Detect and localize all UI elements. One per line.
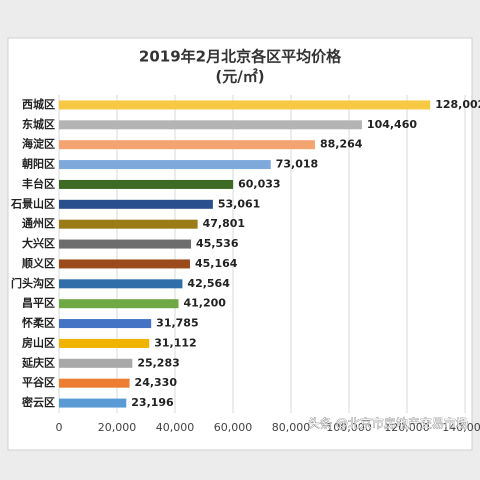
- data-label: 31,785: [156, 317, 198, 330]
- y-tick-label: 朝阳区: [22, 157, 55, 171]
- bar: [59, 179, 234, 189]
- data-label: 53,061: [218, 197, 260, 210]
- data-label: 45,164: [195, 257, 238, 270]
- data-label: 42,564: [187, 277, 230, 290]
- y-tick-label: 海淀区: [22, 137, 55, 151]
- x-tick-label: 120,000: [384, 421, 430, 434]
- x-tick-label: 140,000: [442, 421, 480, 434]
- y-tick-label: 大兴区: [22, 236, 55, 250]
- bar: [59, 358, 133, 368]
- y-tick-label: 丰台区: [22, 176, 55, 190]
- bar: [59, 398, 127, 408]
- data-label: 73,018: [276, 158, 318, 171]
- data-label: 25,283: [137, 356, 179, 369]
- x-tick-label: 0: [56, 421, 63, 434]
- bar: [59, 279, 183, 289]
- y-tick-label: 怀柔区: [22, 316, 55, 330]
- data-label: 45,536: [196, 237, 239, 250]
- data-label: 23,196: [131, 396, 174, 409]
- data-label: 47,801: [203, 217, 245, 230]
- x-tick-label: 20,000: [98, 421, 137, 434]
- data-label: 24,330: [135, 376, 178, 389]
- y-tick-label: 密云区: [22, 395, 55, 409]
- bar: [59, 299, 179, 309]
- bar: [59, 219, 198, 229]
- bar: [59, 378, 130, 388]
- y-tick-label: 昌平区: [22, 297, 55, 310]
- chart-subtitle: (元/㎡): [215, 68, 264, 86]
- bar: [59, 319, 152, 329]
- bar: [59, 239, 192, 249]
- data-label: 60,033: [238, 177, 280, 190]
- y-tick-label: 门头沟区: [11, 276, 55, 290]
- x-tick-label: 100,000: [326, 421, 372, 434]
- data-label: 88,264: [320, 138, 363, 151]
- data-label: 104,460: [367, 118, 417, 131]
- y-tick-label: 顺义区: [22, 256, 55, 270]
- data-label: 41,200: [183, 297, 226, 310]
- y-tick-label: 平谷区: [22, 375, 55, 389]
- bar: [59, 199, 213, 209]
- y-tick-label: 延庆区: [21, 355, 55, 369]
- bar: [59, 140, 315, 150]
- y-tick-label: 西城区: [22, 97, 55, 111]
- chart-title: 2019年2月北京各区平均价格: [139, 48, 342, 66]
- y-tick-label: 东城区: [22, 117, 55, 131]
- bar: [59, 100, 431, 110]
- data-label: 128,002: [435, 98, 480, 111]
- bar: [59, 120, 362, 130]
- y-tick-label: 石景山区: [10, 196, 55, 210]
- x-tick-label: 60,000: [214, 421, 253, 434]
- data-label: 31,112: [154, 336, 196, 349]
- y-tick-label: 房山区: [22, 335, 55, 349]
- x-tick-label: 80,000: [272, 421, 311, 434]
- bar: [59, 338, 150, 348]
- bar: [59, 259, 190, 269]
- watermark: 头条 @北京市房地产交易市场: [308, 416, 468, 431]
- y-tick-label: 通州区: [22, 217, 55, 230]
- bar: [59, 160, 271, 170]
- x-tick-label: 40,000: [156, 421, 195, 434]
